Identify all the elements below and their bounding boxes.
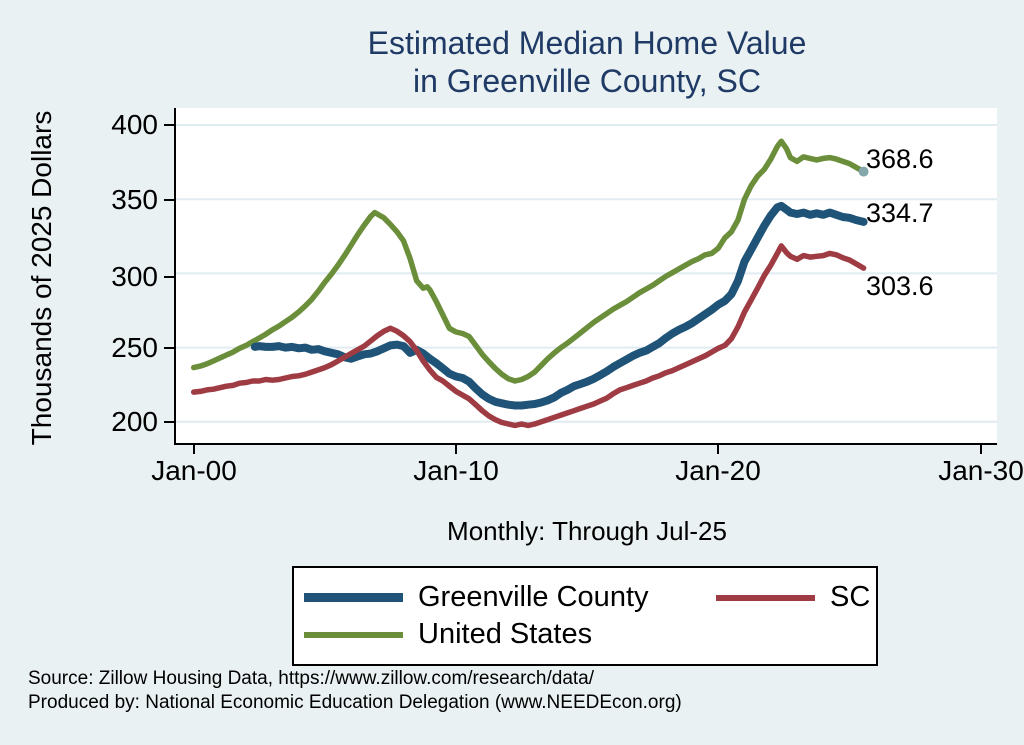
y-tick-mark xyxy=(164,276,174,278)
chart-title-line2: in Greenville County, SC xyxy=(413,63,761,99)
legend-box: Greenville County SC United States xyxy=(292,566,878,666)
y-tick-label-350: 350 xyxy=(111,184,158,215)
source-line: Source: Zillow Housing Data, https://www… xyxy=(28,668,595,689)
x-tick-label-jan00: Jan-00 xyxy=(151,455,237,486)
sc-line xyxy=(190,243,867,429)
x-tick-label-jan30: Jan-30 xyxy=(938,455,1024,486)
x-tick-mark xyxy=(193,445,195,454)
chart-svg xyxy=(176,124,997,429)
y-tick-mark xyxy=(164,347,174,349)
y-tick-mark xyxy=(164,421,174,423)
chart-title-line1: Estimated Median Home Value xyxy=(367,25,807,61)
legend-label-sc: SC xyxy=(830,581,871,613)
legend-item-united-states: United States xyxy=(304,616,716,653)
x-axis-note: Monthly: Through Jul-25 xyxy=(447,516,727,546)
legend-label-united-states: United States xyxy=(418,618,593,650)
source-note: Source: Zillow Housing Data, https://www… xyxy=(28,667,682,715)
x-tick-mark xyxy=(717,445,719,454)
producer-line: Produced by: National Economic Education… xyxy=(28,692,682,713)
chart-title: Estimated Median Home Value in Greenvill… xyxy=(176,24,998,100)
end-label-sc: 303.6 xyxy=(866,271,934,301)
end-label-united-states: 368.6 xyxy=(866,144,934,174)
y-tick-mark xyxy=(164,199,174,201)
united-states-line xyxy=(190,138,867,384)
plot-area xyxy=(174,108,997,445)
endpoint-marker xyxy=(858,166,869,177)
legend-item-greenville-county: Greenville County xyxy=(304,579,716,616)
greenville-county-line xyxy=(250,201,868,410)
y-tick-label-300: 300 xyxy=(111,261,158,292)
y-axis-title: Thousands of 2025 Dollars xyxy=(26,110,57,446)
greenville-county-line-swatch xyxy=(304,593,403,602)
end-label-greenville-county: 334.7 xyxy=(866,198,934,228)
y-tick-label-200: 200 xyxy=(111,406,158,437)
y-tick-label-400: 400 xyxy=(111,109,158,140)
x-tick-mark xyxy=(455,445,457,454)
y-tick-label-250: 250 xyxy=(111,332,158,363)
legend-item-sc: SC xyxy=(716,579,876,616)
x-tick-label-jan20: Jan-20 xyxy=(675,455,761,486)
legend-label-greenville-county: Greenville County xyxy=(418,581,649,613)
united-states-line-swatch xyxy=(304,631,403,638)
x-tick-label-jan10: Jan-10 xyxy=(413,455,499,486)
x-tick-mark xyxy=(980,445,982,454)
sc-line-swatch xyxy=(716,594,815,601)
y-tick-mark xyxy=(164,124,174,126)
